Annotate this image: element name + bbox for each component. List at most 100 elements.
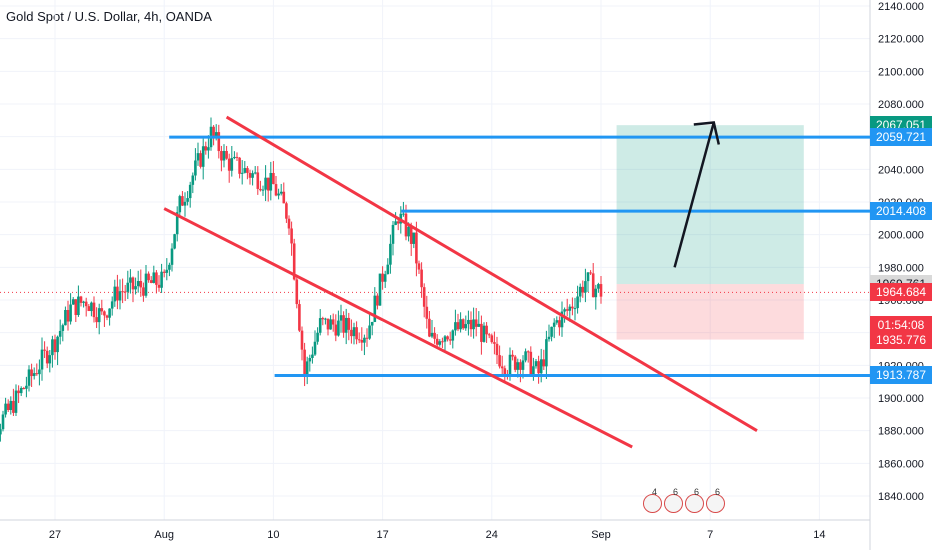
candle-body	[58, 330, 62, 337]
candle-body	[578, 286, 582, 297]
candle-body	[56, 336, 59, 353]
candle-body	[464, 324, 468, 329]
candle-body	[235, 156, 239, 158]
candle-body	[412, 232, 416, 244]
candle-body	[152, 272, 156, 283]
candle-body	[300, 330, 304, 350]
candle-body	[511, 354, 514, 357]
candle-body	[303, 349, 306, 375]
candle-body	[290, 228, 293, 244]
candle-body	[279, 191, 283, 194]
candle-body	[417, 263, 421, 270]
candle-body	[129, 277, 132, 283]
candle-body	[443, 336, 447, 342]
y-tick-label: 2120.000	[878, 34, 924, 46]
candle-body	[204, 146, 208, 151]
candle-body	[545, 339, 548, 367]
candle-body	[493, 342, 496, 344]
candle-body	[95, 317, 98, 323]
candle-body	[251, 173, 254, 178]
candle-body	[383, 274, 387, 282]
candle-body	[326, 318, 330, 330]
candle-body	[53, 339, 57, 353]
economic-event-icon[interactable]	[643, 494, 662, 513]
candle-body	[370, 321, 374, 326]
y-tick-label: 1840.000	[878, 491, 924, 503]
candle-body	[324, 318, 327, 320]
candle-body	[316, 332, 319, 342]
candle-body	[474, 319, 478, 327]
candle-body	[188, 184, 192, 199]
candle-body	[264, 177, 267, 190]
candle-body	[534, 361, 538, 367]
candle-body	[248, 172, 252, 178]
candle-body	[368, 325, 371, 339]
candle-body	[0, 429, 2, 435]
y-tick-label: 2100.000	[878, 66, 924, 78]
candle-body	[448, 339, 452, 341]
position-stop-zone	[616, 284, 804, 340]
candle-body	[422, 287, 426, 307]
candle-body	[186, 198, 189, 202]
economic-event-count: 6	[673, 487, 679, 497]
candle-body	[61, 325, 65, 331]
candle-body	[571, 306, 574, 309]
candle-body	[308, 357, 312, 362]
x-tick-label: 17	[376, 529, 388, 541]
candle-body	[311, 354, 314, 358]
y-tick-label: 1980.000	[878, 262, 924, 274]
candle-body	[363, 337, 366, 343]
y-tick-label: 1860.000	[878, 458, 924, 470]
candle-body	[233, 156, 236, 159]
candle-body	[292, 243, 296, 280]
candle-body	[391, 224, 395, 244]
candle-body	[498, 355, 501, 367]
candle-body	[441, 341, 444, 343]
candle-body	[565, 309, 569, 311]
candle-body	[261, 189, 265, 191]
candle-body	[524, 351, 527, 361]
candle-body	[175, 212, 179, 235]
candle-body	[274, 184, 278, 196]
candle-body	[35, 373, 39, 375]
candle-body	[77, 296, 80, 316]
candle-body	[589, 272, 592, 274]
candle-body	[30, 369, 33, 377]
y-tick-label: 2140.000	[878, 1, 924, 13]
candle-body	[472, 319, 475, 330]
candle-body	[357, 339, 361, 341]
economic-event-count: 6	[694, 487, 700, 497]
candle-body	[220, 151, 223, 161]
candle-body	[25, 385, 28, 389]
candle-body	[1, 414, 5, 430]
candle-body	[103, 311, 106, 316]
economic-event-icon[interactable]	[664, 494, 683, 513]
candle-body	[142, 287, 145, 296]
economic-event-icon[interactable]	[685, 494, 704, 513]
candle-body	[227, 158, 231, 171]
candle-body	[456, 322, 460, 330]
candle-body	[27, 369, 31, 386]
economic-event-icon[interactable]	[706, 494, 725, 513]
candle-body	[105, 315, 109, 318]
candle-body	[139, 281, 143, 288]
candle-body	[165, 269, 169, 273]
candle-body	[12, 400, 15, 413]
candle-body	[240, 172, 244, 174]
x-tick-label: 7	[707, 529, 713, 541]
y-tick-label: 1900.000	[878, 393, 924, 405]
candle-body	[66, 309, 70, 322]
candle-body	[373, 295, 377, 322]
y-tick-label: 2080.000	[878, 99, 924, 111]
candle-body	[581, 286, 585, 293]
candle-body	[40, 349, 44, 370]
candle-body	[558, 320, 561, 328]
candle-body	[446, 336, 449, 340]
candle-body	[586, 272, 590, 282]
price-tag: 01:54:08	[870, 316, 932, 335]
candle-body	[230, 158, 234, 171]
candle-body	[519, 362, 522, 370]
y-tick-label: 2040.000	[878, 164, 924, 176]
candle-body	[420, 269, 423, 288]
